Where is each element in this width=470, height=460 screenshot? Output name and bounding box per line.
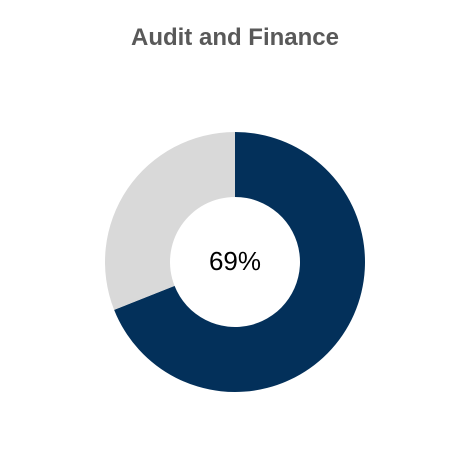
center-percentage-label: 69% [209,246,261,276]
donut-slice-filled [114,132,365,392]
chart-title: Audit and Finance [130,24,339,51]
donut-slices [104,132,365,392]
donut-slice-remaining [104,132,235,310]
